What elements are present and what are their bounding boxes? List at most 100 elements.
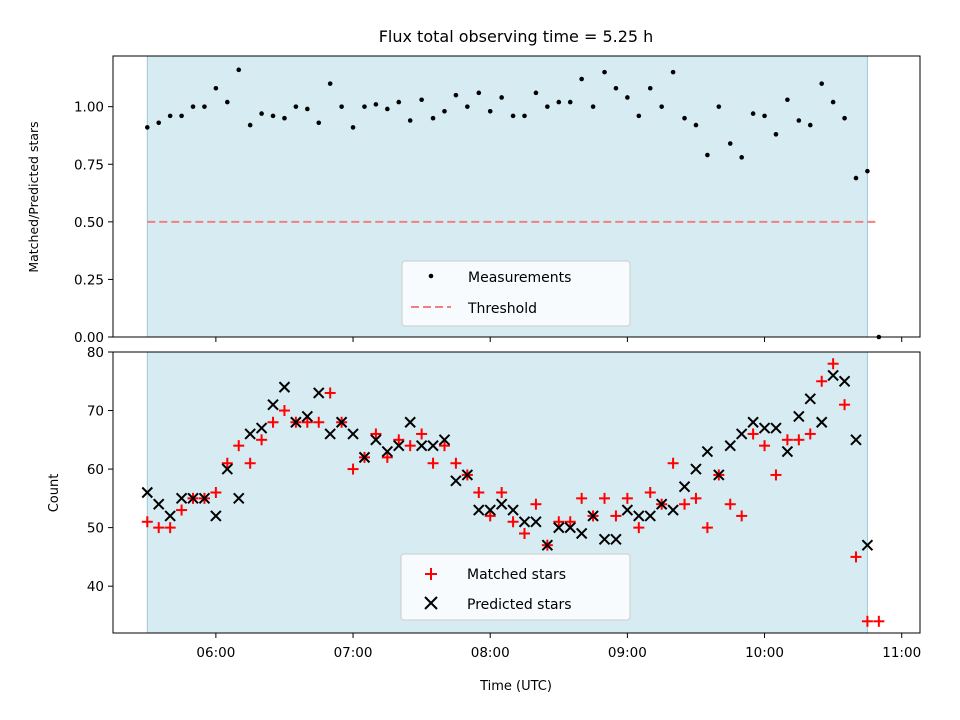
predicted-star-stroke-b <box>564 521 576 534</box>
legend-measurements-label: Measurements <box>468 270 571 286</box>
measurement-point <box>327 81 333 86</box>
predicted-star-point <box>633 510 645 522</box>
predicted-star-stroke-b <box>484 504 496 516</box>
matched-star-point <box>370 428 382 440</box>
predicted-star-point <box>610 533 622 546</box>
measurement-point <box>339 104 344 109</box>
measurement-point <box>865 168 870 174</box>
bottom-panel: 40 50 60 70 80 06:00 07:00 08:00 09:00 10:00 11:0… <box>47 345 921 694</box>
predicted-star-stroke-b <box>655 498 668 510</box>
predicted-star-point <box>735 428 748 440</box>
predicted-star-point <box>381 445 394 458</box>
predicted-star-stroke-b <box>518 516 531 528</box>
predicted-star-point <box>198 492 211 505</box>
matched-star-point <box>873 615 885 627</box>
predicted-star-point <box>495 498 508 510</box>
predicted-star-point <box>404 416 416 428</box>
measurement-point <box>270 113 276 119</box>
y-tick-label: 80 <box>87 345 104 361</box>
measurement-point <box>636 113 642 119</box>
measurement-point <box>567 99 573 105</box>
y-tick-label: 0.25 <box>74 272 104 288</box>
predicted-star-point <box>221 463 234 475</box>
predicted-star-point <box>690 463 702 475</box>
measurement-point <box>750 111 756 116</box>
predicted-star-stroke-b <box>587 510 599 522</box>
predicted-star-stroke-b <box>793 410 805 423</box>
predicted-star-point <box>701 445 714 458</box>
predicted-star-stroke-b <box>404 416 416 428</box>
measurement-point <box>202 104 207 109</box>
predicted-star-stroke-b <box>598 533 611 546</box>
predicted-star-stroke-b <box>815 416 828 428</box>
matched-star-point <box>599 492 611 504</box>
predicted-star-point <box>210 510 222 522</box>
predicted-star-stroke-b <box>370 434 382 446</box>
y-tick-label: 0.00 <box>74 330 104 346</box>
matched-star-point <box>827 358 839 370</box>
predicted-star-stroke-b <box>541 539 554 551</box>
predicted-star-stroke-b <box>827 369 839 382</box>
measurement-point <box>453 92 459 98</box>
matched-star-point <box>690 492 702 504</box>
measurement-point <box>522 113 527 119</box>
measurement-point <box>476 90 482 96</box>
matched-star-point <box>278 405 290 417</box>
predicted-star-point <box>164 510 176 522</box>
measurement-point <box>670 69 676 75</box>
matched-star-point <box>850 551 862 563</box>
predicted-star-stroke-b <box>141 486 153 499</box>
y-tick-label: 0.75 <box>74 157 104 173</box>
predicted-star-point <box>255 422 268 434</box>
predicted-star-stroke-b <box>221 463 234 475</box>
top-legend: Measurements Threshold <box>401 260 631 327</box>
predicted-star-stroke-b <box>507 504 519 516</box>
matched-star-point <box>393 434 405 446</box>
measurement-point <box>430 115 436 121</box>
top-plot-frame <box>112 55 921 338</box>
measurement-point <box>739 155 744 160</box>
measurement-point <box>693 122 699 128</box>
matched-star-point <box>381 451 393 463</box>
predicted-star-point <box>301 410 314 423</box>
top-x-ticks <box>215 337 903 342</box>
predicted-star-stroke-b <box>153 498 165 510</box>
predicted-star-stroke-b <box>747 416 759 428</box>
bottom-plot-frame <box>112 351 921 634</box>
legend-measurements-marker <box>428 273 434 279</box>
measurement-point <box>499 95 504 100</box>
matched-star-point <box>759 440 771 452</box>
measurement-point <box>487 108 493 114</box>
predicted-star-point <box>804 393 816 405</box>
matched-star-point <box>633 522 645 534</box>
predicted-star-stroke-b <box>290 416 302 428</box>
legend-predicted-marker <box>424 596 438 610</box>
predicted-star-stroke-b <box>324 428 336 440</box>
predicted-star-stroke-b <box>701 445 714 458</box>
predicted-star-stroke-b <box>164 510 176 522</box>
predicted-star-stroke-b <box>667 504 679 516</box>
measurement-point <box>705 152 710 158</box>
predicted-star-point <box>141 486 153 499</box>
matched-star-point <box>644 487 656 498</box>
predicted-star-point <box>564 521 576 534</box>
matched-star-point <box>496 487 508 498</box>
predicted-star-stroke-b <box>553 521 565 534</box>
predicted-star-point <box>153 498 165 510</box>
predicted-star-stroke-b <box>644 510 656 522</box>
predicted-star-stroke-b <box>678 480 691 493</box>
predicted-star-stroke-b <box>473 504 485 516</box>
predicted-star-point <box>347 428 359 440</box>
predicted-star-point <box>438 434 451 446</box>
predicted-star-stroke-b <box>187 492 199 505</box>
measurement-point <box>613 85 619 91</box>
predicted-star-stroke-b <box>713 469 725 481</box>
predicted-star-stroke-b <box>735 428 748 440</box>
predicted-star-point <box>484 504 496 516</box>
measurement-point <box>407 118 413 123</box>
measurement-point <box>190 104 196 109</box>
predicted-star-stroke-b <box>690 463 702 475</box>
matched-star-point <box>724 498 736 510</box>
x-tick-label: 09:00 <box>608 645 647 661</box>
predicted-star-point <box>473 504 485 516</box>
